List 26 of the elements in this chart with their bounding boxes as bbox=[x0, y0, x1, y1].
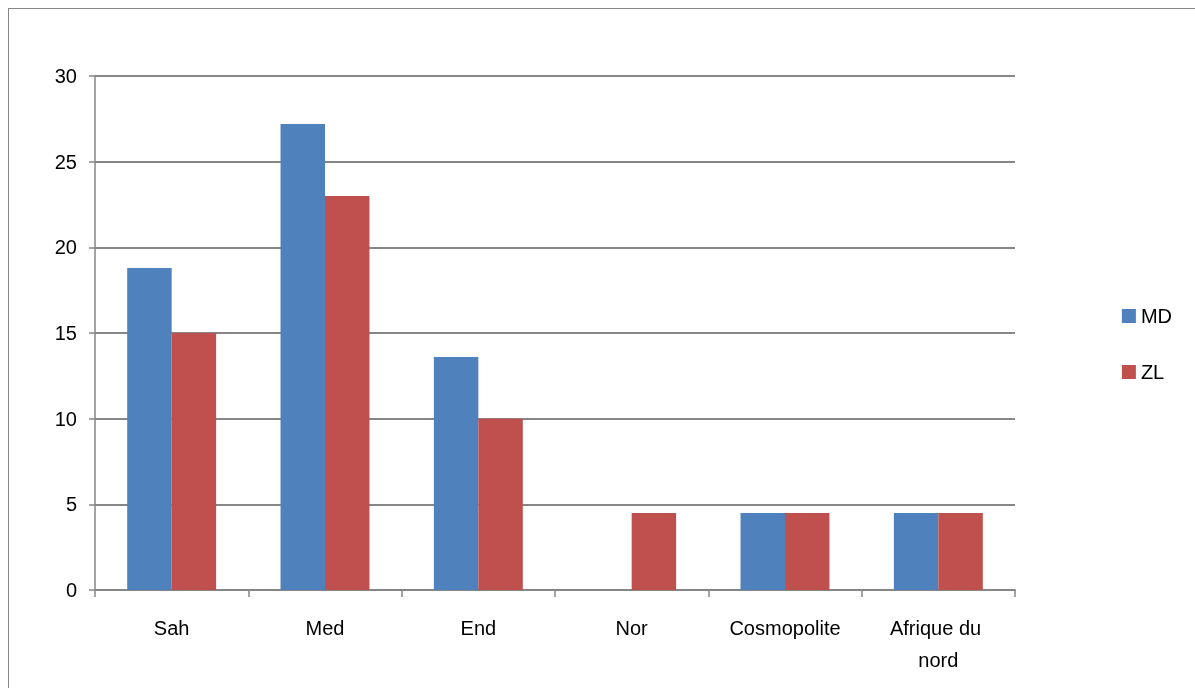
x-tick-label: End bbox=[460, 617, 497, 639]
y-tick-label: 20 bbox=[54, 236, 77, 259]
bar bbox=[631, 512, 677, 590]
y-tick-label: 25 bbox=[54, 150, 77, 173]
bar bbox=[325, 195, 370, 590]
y-tick-label: 0 bbox=[65, 579, 77, 601]
y-tick-label: 10 bbox=[54, 407, 77, 430]
x-tick-label: Nor bbox=[615, 617, 649, 639]
legend-label: ZL bbox=[1140, 361, 1165, 383]
bar bbox=[478, 418, 523, 590]
bar bbox=[893, 512, 939, 590]
bar bbox=[280, 123, 325, 590]
y-tick-label: 30 bbox=[54, 65, 77, 87]
bar bbox=[938, 512, 983, 590]
bar bbox=[740, 512, 785, 590]
bar bbox=[127, 267, 172, 590]
legend-label: MD bbox=[1140, 305, 1173, 327]
x-tick-label: Afrique du nord bbox=[889, 617, 987, 671]
x-tick-label: Sah bbox=[153, 617, 190, 639]
x-tick-label: Cosmopolite bbox=[729, 617, 841, 639]
x-tick-label: Med bbox=[305, 617, 345, 639]
bar bbox=[785, 512, 830, 590]
y-tick-label: 5 bbox=[65, 493, 77, 516]
bar bbox=[171, 333, 217, 590]
y-tick-label: 15 bbox=[54, 322, 77, 344]
bar bbox=[433, 356, 479, 590]
